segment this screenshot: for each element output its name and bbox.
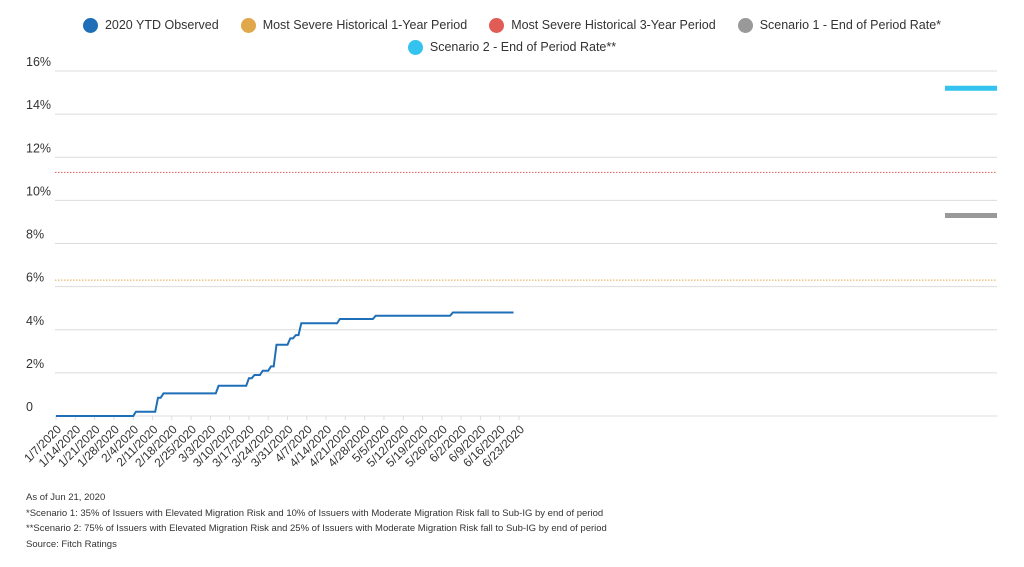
legend-row-2: Scenario 2 - End of Period Rate** xyxy=(0,36,1024,58)
legend-item-scenario-1[interactable]: Scenario 1 - End of Period Rate* xyxy=(737,14,942,36)
y-tick-label-6: 12% xyxy=(26,141,51,155)
source-note: Source: Fitch Ratings xyxy=(26,538,117,550)
y-tick-label-5: 10% xyxy=(26,184,51,198)
y-tick-label-0: 0 xyxy=(26,400,33,414)
legend-label-ytd-observed: 2020 YTD Observed xyxy=(104,18,219,32)
y-tick-label-1: 2% xyxy=(26,357,44,371)
legend-label-3yr-period: Most Severe Historical 3-Year Period xyxy=(511,18,716,32)
legend-label-scenario-1: Scenario 1 - End of Period Rate* xyxy=(759,18,942,32)
legend-label-1yr-period: Most Severe Historical 1-Year Period xyxy=(262,18,468,32)
legend-item-scenario-2[interactable]: Scenario 2 - End of Period Rate** xyxy=(407,36,617,58)
chart-legend: 2020 YTD Observed Most Severe Historical… xyxy=(0,14,1024,58)
y-tick-label-4: 8% xyxy=(26,228,44,242)
legend-item-1yr-period[interactable]: Most Severe Historical 1-Year Period xyxy=(240,14,468,36)
legend-dot-ytd-observed xyxy=(82,17,98,33)
legend-dot-1yr-period xyxy=(240,17,256,33)
legend-dot-scenario-2 xyxy=(407,39,423,55)
y-tick-label-2: 4% xyxy=(26,314,44,328)
chart-footnotes: As of Jun 21, 2020 *Scenario 1: 35% of I… xyxy=(26,490,607,552)
legend-item-ytd-observed[interactable]: 2020 YTD Observed xyxy=(82,14,219,36)
as-of-note: As of Jun 21, 2020 xyxy=(26,492,106,503)
series-line-ytd-observed xyxy=(56,311,514,417)
scenario-1-footnote: *Scenario 1: 35% of Issuers with Elevate… xyxy=(26,507,604,519)
y-tick-label-8: 16% xyxy=(26,55,51,69)
legend-dot-3yr-period xyxy=(489,17,505,33)
y-tick-label-3: 6% xyxy=(26,271,44,285)
legend-label-scenario-2: Scenario 2 - End of Period Rate** xyxy=(429,40,617,54)
legend-item-3yr-period[interactable]: Most Severe Historical 3-Year Period xyxy=(489,14,716,36)
legend-row-1: 2020 YTD Observed Most Severe Historical… xyxy=(0,14,1024,36)
scenario-2-footnote: **Scenario 2: 75% of Issuers with Elevat… xyxy=(26,523,607,534)
y-tick-label-7: 14% xyxy=(26,98,51,112)
legend-dot-scenario-1 xyxy=(737,17,753,33)
